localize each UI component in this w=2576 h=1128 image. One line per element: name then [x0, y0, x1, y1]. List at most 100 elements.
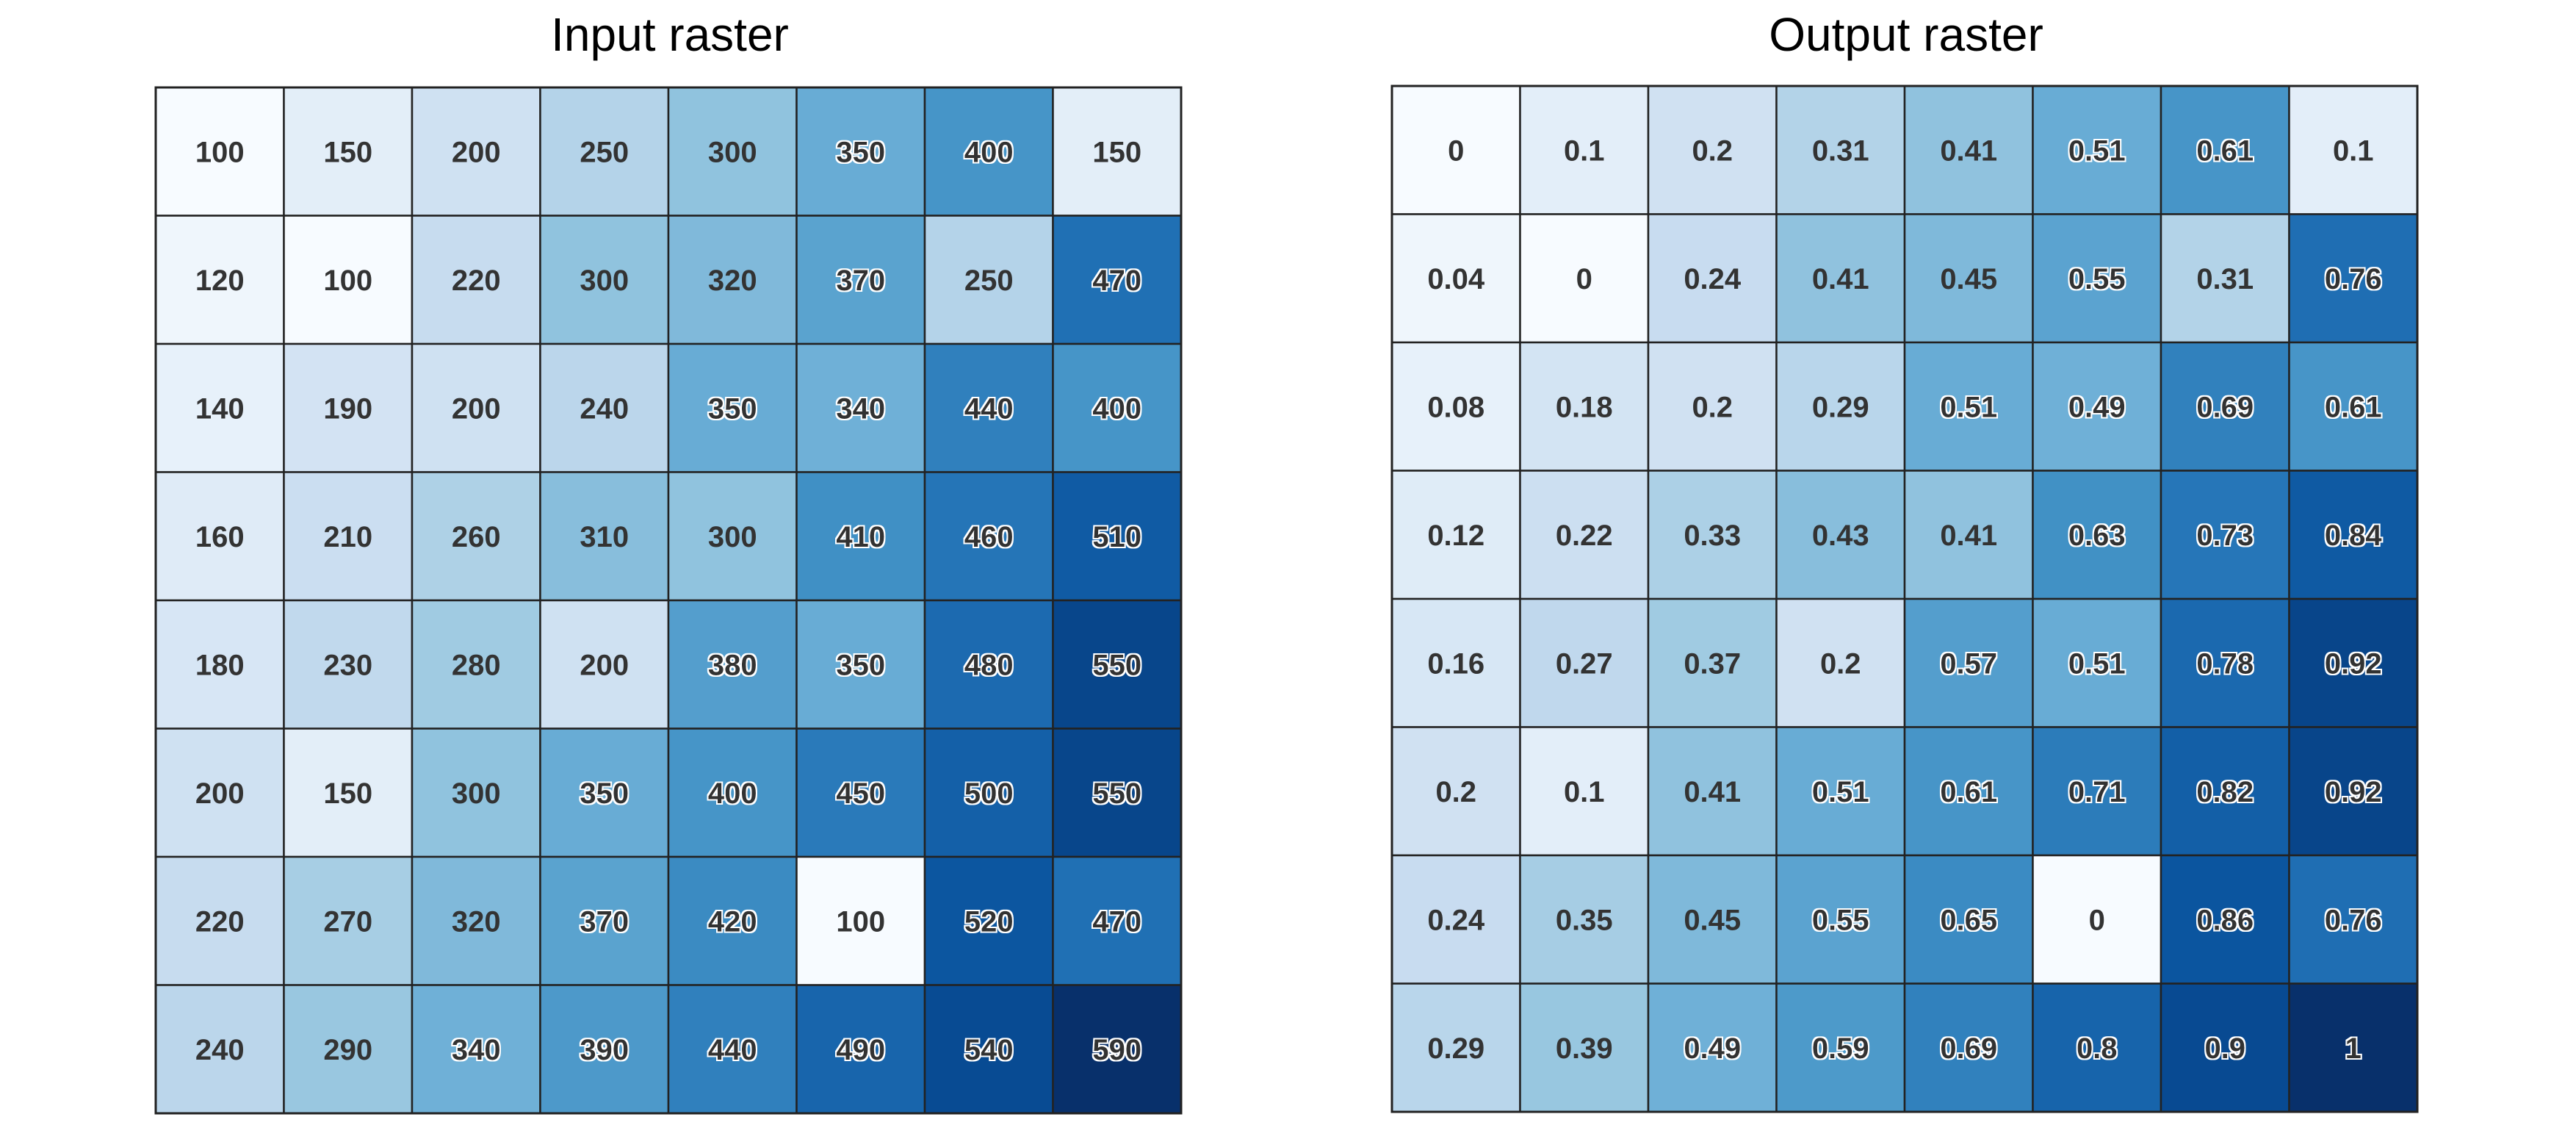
cell-value-label: 0.86: [2196, 904, 2254, 936]
cell-value-label: 0.18: [1556, 391, 1613, 423]
cell-value-label: 0.57: [1940, 647, 1997, 680]
heatmap-cell: [1775, 597, 1906, 728]
cell-value-label: 210: [323, 521, 372, 553]
cell-value-label: 0.41: [1684, 776, 1741, 808]
heatmap-cell: [1775, 726, 1906, 857]
heatmap-cell: [2160, 597, 2290, 728]
cell-value-label: 290: [323, 1034, 372, 1066]
cell-value-label: 250: [580, 136, 629, 168]
cell-value-label: 0.37: [1684, 647, 1741, 680]
cell-value-label: 0.45: [1940, 263, 1997, 295]
cell-value-label: 150: [1092, 136, 1141, 168]
heatmap-cell: [1052, 984, 1183, 1115]
cell-value-label: 120: [195, 265, 245, 297]
heatmap-cell: [1775, 341, 1906, 472]
cell-value-label: 550: [1092, 649, 1141, 681]
heatmap-cell: [1052, 86, 1183, 217]
heatmap-cell: [1052, 599, 1183, 730]
output-raster-title: Output raster: [1769, 8, 2043, 61]
heatmap-cell: [283, 728, 414, 858]
cell-value-label: 0.2: [1435, 776, 1476, 808]
heatmap-cell: [667, 599, 798, 730]
cell-value-label: 0.76: [2325, 263, 2382, 295]
heatmap-cell: [667, 342, 798, 473]
cell-value-label: 350: [708, 392, 757, 425]
heatmap-cell: [154, 342, 285, 473]
heatmap-cell: [1775, 213, 1906, 344]
cell-value-label: 0.61: [1940, 776, 1997, 808]
cell-value-label: 0.92: [2325, 776, 2382, 808]
cell-value-label: 0: [1448, 134, 1464, 167]
cell-value-label: 0.59: [1812, 1032, 1869, 1065]
cell-value-label: 0.9: [2204, 1032, 2245, 1065]
cell-value-label: 0.22: [1556, 520, 1613, 552]
cell-value-label: 0.71: [2068, 776, 2126, 808]
heatmap-cell: [2160, 213, 2290, 344]
cell-value-label: 0.84: [2325, 520, 2383, 552]
cell-value-label: 240: [195, 1034, 245, 1066]
heatmap-cell: [283, 855, 414, 986]
cell-value-label: 200: [452, 392, 501, 425]
heatmap-cell: [411, 728, 541, 858]
cell-value-label: 0.76: [2325, 904, 2382, 936]
cell-value-label: 0.51: [2068, 134, 2126, 167]
cell-value-label: 160: [195, 521, 245, 553]
heatmap-cell: [795, 984, 926, 1115]
heatmap-cell: [795, 599, 926, 730]
heatmap-cell: [2032, 982, 2162, 1113]
cell-value-label: 350: [580, 777, 629, 810]
heatmap-cell: [1647, 85, 1778, 215]
heatmap-cell: [2160, 726, 2290, 857]
cell-value-label: 0.04: [1427, 263, 1485, 295]
cell-value-label: 0.43: [1812, 520, 1869, 552]
cell-value-label: 340: [836, 392, 885, 425]
cell-value-label: 0.33: [1684, 520, 1741, 552]
cell-value-label: 0.65: [1940, 904, 1997, 936]
heatmap-cell: [154, 855, 285, 986]
heatmap-cell: [1052, 471, 1183, 602]
heatmap-cell: [923, 728, 1054, 858]
heatmap-cell: [667, 855, 798, 986]
heatmap-cell: [1519, 726, 1650, 857]
cell-value-label: 0.27: [1556, 647, 1613, 680]
cell-value-label: 0.31: [1812, 134, 1869, 167]
cell-value-label: 100: [195, 136, 245, 168]
cell-value-label: 150: [323, 136, 372, 168]
cell-value-label: 0.29: [1812, 391, 1869, 423]
cell-value-label: 400: [708, 777, 757, 810]
cell-value-label: 0.2: [1692, 391, 1733, 423]
cell-value-label: 100: [323, 265, 372, 297]
heatmap-cell: [1519, 982, 1650, 1113]
heatmap-cell: [2160, 854, 2290, 985]
cell-value-label: 0.1: [1564, 134, 1605, 167]
cell-value-label: 0.51: [1812, 776, 1869, 808]
grid-frame: [1390, 85, 2419, 1113]
cell-value-label: 320: [708, 265, 757, 297]
cell-value-label: 0.55: [2068, 263, 2126, 295]
cell-value-label: 0.16: [1427, 647, 1484, 680]
heatmap-cell: [283, 984, 414, 1115]
cell-value-label: 140: [195, 392, 245, 425]
heatmap-cell: [411, 215, 541, 345]
heatmap-cell: [283, 215, 414, 345]
cell-value-label: 0.39: [1556, 1032, 1613, 1065]
cell-value-label: 0.82: [2196, 776, 2254, 808]
cell-value-label: 480: [964, 649, 1014, 681]
cell-value-label: 440: [708, 1034, 757, 1066]
output-raster-grid: 0 0.1 0.2 0.31 0.41 0.51 0.61 0.1 0.04 0 0.24 0.41 0…: [1390, 85, 2419, 1113]
heatmap-cell: [1519, 854, 1650, 985]
heatmap-cell: [2160, 470, 2290, 600]
heatmap-cell: [667, 86, 798, 217]
cell-value-label: 490: [836, 1034, 885, 1066]
heatmap-cell: [923, 342, 1054, 473]
heatmap-cell: [283, 599, 414, 730]
cell-value-label: 320: [452, 905, 501, 938]
heatmap-cell: [1390, 597, 1521, 728]
cell-value-label: 520: [964, 905, 1014, 938]
heatmap-cell: [923, 984, 1054, 1115]
cell-value-label: 0.61: [2325, 391, 2382, 423]
cell-value-label: 0.12: [1427, 520, 1484, 552]
cell-value-label: 180: [195, 649, 245, 681]
heatmap-cell: [795, 215, 926, 345]
